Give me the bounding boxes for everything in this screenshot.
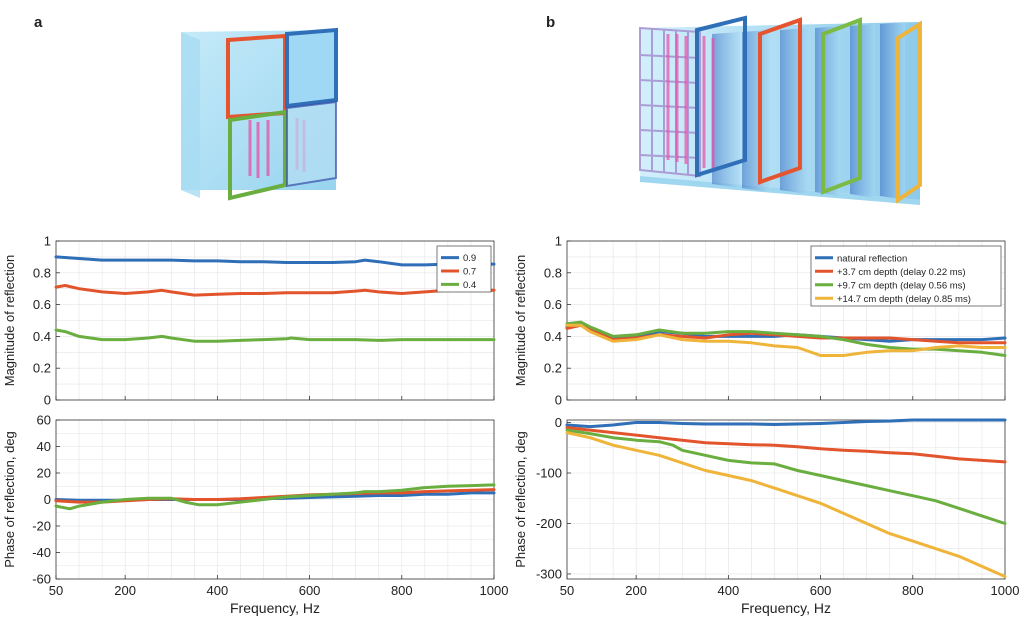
y-tick-label: 0.2 bbox=[544, 361, 562, 376]
y-tick-label: 0.4 bbox=[33, 329, 51, 344]
metasurface-cube-illustration bbox=[181, 27, 338, 201]
series-line-yellow bbox=[565, 431, 1007, 578]
x-tick-label: 400 bbox=[207, 583, 229, 598]
chart-layer: 0 0.2 0.4 0.6 0.8 1 Magnitude of reflection 0.9… bbox=[2, 234, 1019, 617]
red-frame-b bbox=[758, 17, 802, 185]
x-tick-label: 1000 bbox=[991, 583, 1020, 598]
y-tick-label: -300 bbox=[536, 566, 562, 581]
plot-frame bbox=[566, 419, 1006, 580]
panel-b-label: b bbox=[546, 14, 556, 31]
yellow-frame-b bbox=[896, 20, 922, 204]
legend-entry: 0.9 bbox=[463, 253, 476, 264]
series-line-red bbox=[565, 426, 1007, 464]
grid-lines bbox=[567, 420, 1005, 579]
y-axis-label: Phase of reflection, deg bbox=[513, 431, 528, 568]
y-tick-label: 0.6 bbox=[544, 297, 562, 312]
y-tick-label: 20 bbox=[37, 466, 51, 481]
legend-entry: natural reflection bbox=[837, 253, 907, 264]
series-line-green bbox=[54, 328, 496, 343]
legend-entry: 0.4 bbox=[463, 280, 476, 291]
y-tick-label: 0 bbox=[44, 492, 51, 507]
y-tick-label: 0 bbox=[555, 393, 562, 408]
panel-a-label: a bbox=[34, 14, 43, 31]
y-tick-label: 1 bbox=[555, 234, 562, 249]
series-line-red bbox=[54, 284, 496, 297]
legend-entry: 0.7 bbox=[463, 267, 476, 278]
y-axis-label: Phase of reflection, deg bbox=[2, 431, 17, 568]
pink-rods-b bbox=[666, 34, 715, 170]
y-tick-label: 0 bbox=[44, 393, 51, 408]
y-tick-label: 60 bbox=[37, 413, 51, 428]
y-axis-label: Magnitude of reflection bbox=[513, 255, 528, 387]
green-frame-a bbox=[228, 109, 287, 201]
series-line-blue bbox=[565, 418, 1007, 429]
legend: 0.9 0.7 0.4 bbox=[436, 245, 492, 293]
legend-entry: +9.7 cm depth (delay 0.56 ms) bbox=[837, 280, 966, 291]
series-line-green bbox=[565, 428, 1007, 525]
x-tick-label: 1000 bbox=[480, 583, 509, 598]
y-tick-label: 0.8 bbox=[33, 265, 51, 280]
legend-entry: +3.7 cm depth (delay 0.22 ms) bbox=[837, 267, 966, 278]
grid-lines bbox=[56, 240, 494, 401]
grid-face bbox=[639, 26, 701, 178]
x-axis-label: Frequency, Hz bbox=[741, 600, 831, 616]
x-tick-label: 400 bbox=[718, 583, 740, 598]
y-tick-label: -200 bbox=[536, 516, 562, 531]
legend-box bbox=[810, 245, 1002, 307]
blue-frame-b bbox=[695, 15, 747, 178]
y-tick-label: 0.2 bbox=[33, 361, 51, 376]
plot-frame bbox=[55, 240, 495, 401]
chart-b_mag: 0 0.2 0.4 0.6 0.8 1 Magnitude of reflection nat… bbox=[513, 234, 1007, 408]
x-tick-label: 800 bbox=[391, 583, 413, 598]
series-line-yellow bbox=[565, 323, 1007, 357]
blue-frame-a bbox=[285, 27, 338, 109]
y-tick-label: -20 bbox=[32, 519, 51, 534]
x-tick-label: 50 bbox=[49, 583, 63, 598]
series-line-green bbox=[54, 483, 496, 511]
x-tick-label: 800 bbox=[902, 583, 924, 598]
y-tick-label: 0 bbox=[555, 415, 562, 430]
x-axis-label: Frequency, Hz bbox=[230, 600, 320, 616]
x-tick-label: 200 bbox=[114, 583, 136, 598]
x-tick-label: 200 bbox=[625, 583, 647, 598]
y-tick-label: -100 bbox=[536, 466, 562, 481]
y-tick-label: 0.6 bbox=[33, 297, 51, 312]
chart-a_phase: -60 -40 -20 0 20 40 60 50 200 400 600 800 1000 Phase … bbox=[2, 413, 508, 617]
legend-entry: +14.7 cm depth (delay 0.85 ms) bbox=[837, 294, 971, 305]
y-axis-label: Magnitude of reflection bbox=[2, 255, 17, 387]
chart-a_mag: 0 0.2 0.4 0.6 0.8 1 Magnitude of reflection 0.9… bbox=[2, 234, 496, 408]
chart-b_phase: -300 -200 -100 0 50 200 400 600 800 1000 Phase of … bbox=[513, 415, 1019, 616]
y-tick-label: 0.4 bbox=[544, 329, 562, 344]
x-tick-label: 600 bbox=[299, 583, 321, 598]
delay-layers-illustration bbox=[639, 15, 922, 205]
y-tick-label: 0.8 bbox=[544, 265, 562, 280]
x-tick-label: 600 bbox=[810, 583, 832, 598]
y-tick-label: 1 bbox=[44, 234, 51, 249]
series-line-blue bbox=[54, 255, 496, 267]
green-frame-b bbox=[821, 17, 862, 195]
series-line-red bbox=[565, 323, 1007, 345]
y-tick-label: -40 bbox=[32, 545, 51, 560]
plot-frame bbox=[566, 240, 1006, 401]
x-tick-label: 50 bbox=[560, 583, 574, 598]
y-tick-label: -60 bbox=[32, 572, 51, 587]
legend: natural reflection +3.7 cm depth (delay 0… bbox=[810, 245, 1002, 307]
y-tick-label: 40 bbox=[37, 439, 51, 454]
